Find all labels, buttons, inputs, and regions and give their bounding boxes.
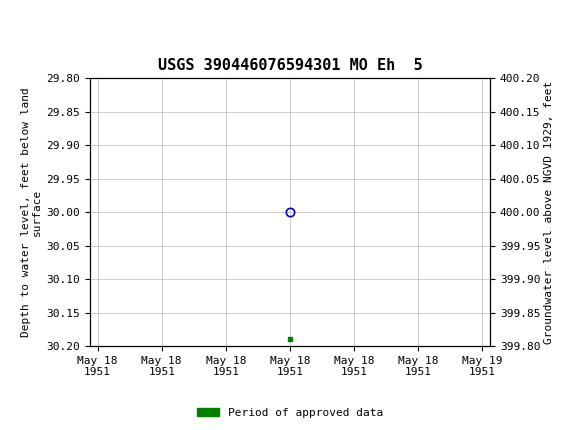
Legend: Period of approved data: Period of approved data — [193, 403, 387, 422]
Y-axis label: Depth to water level, feet below land
surface: Depth to water level, feet below land su… — [21, 87, 42, 337]
Title: USGS 390446076594301 MO Eh  5: USGS 390446076594301 MO Eh 5 — [158, 58, 422, 73]
Y-axis label: Groundwater level above NGVD 1929, feet: Groundwater level above NGVD 1929, feet — [545, 80, 554, 344]
Text: ≡USGS: ≡USGS — [9, 8, 90, 28]
